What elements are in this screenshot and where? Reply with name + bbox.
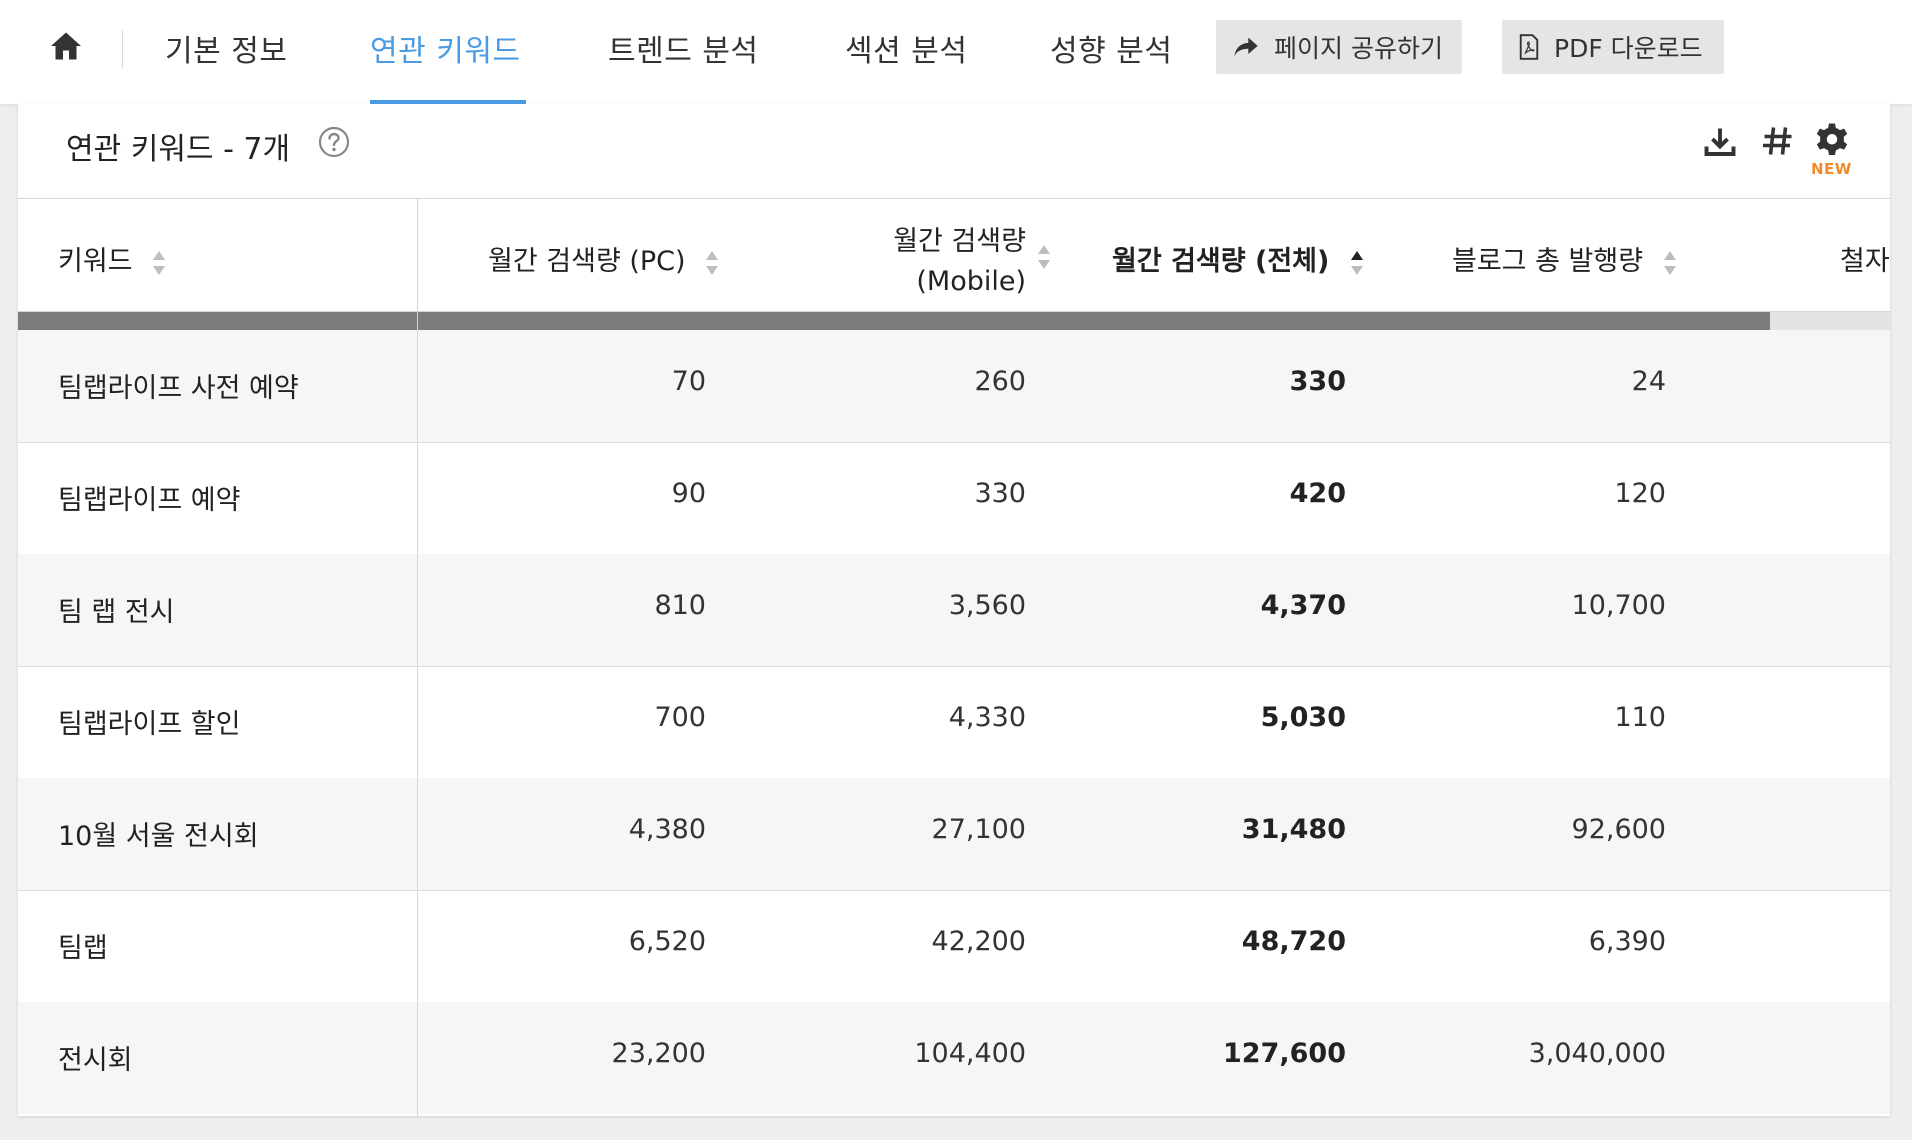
blog-cell: 24 [1631,366,1666,397]
horizontal-scrollbar[interactable] [18,312,1890,330]
pc-cell: 70 [671,366,706,397]
column-header-mobile-line1: 월간 검색량 [893,226,1026,257]
total-cell: 5,030 [1260,702,1346,733]
panel-title: 연관 키워드 - 7개 [66,132,291,167]
blog-cell: 110 [1614,702,1666,733]
table-row[interactable]: 전시회 23,200 104,400 127,600 3,040,000 [18,1002,1890,1114]
mobile-cell: 260 [974,366,1026,397]
pc-cell: 4,380 [628,814,706,845]
column-header-blog[interactable]: 블로그 총 발행량 [1452,239,1678,278]
scrollbar-thumb[interactable] [18,312,1770,330]
help-icon[interactable] [318,126,350,158]
related-keywords-panel: 연관 키워드 - 7개 NEW [18,104,1890,1116]
blog-cell: 6,390 [1588,926,1666,957]
pdf-icon [1519,34,1539,60]
mobile-cell: 104,400 [914,1038,1026,1069]
total-cell: 4,370 [1260,590,1346,621]
pc-cell: 810 [654,590,706,621]
column-header-keyword[interactable]: 키워드 [58,239,167,278]
new-badge: NEW [1811,160,1852,178]
table-row[interactable]: 팀랩라이프 예약 90 330 420 120 [18,442,1890,555]
total-cell: 127,600 [1223,1038,1346,1069]
pc-cell: 6,520 [628,926,706,957]
total-cell: 48,720 [1241,926,1346,957]
keyword-cell: 팀랩 [58,933,108,964]
mobile-cell: 4,330 [948,702,1026,733]
sort-icon[interactable] [1036,243,1052,271]
blog-cell: 3,040,000 [1528,1038,1666,1069]
blog-cell: 92,600 [1571,814,1666,845]
sort-icon [153,250,166,275]
keyword-cell: 팀랩라이프 예약 [58,485,241,516]
sort-ascending-icon [1350,250,1363,275]
sort-icon [1663,250,1676,275]
column-header-total[interactable]: 월간 검색량 (전체) [1112,239,1365,278]
column-header-cut[interactable]: 철자 [1840,246,1890,277]
blog-cell: 10,700 [1571,590,1666,621]
column-header-blog-label: 블로그 총 발행량 [1452,246,1644,277]
download-icon[interactable] [1702,124,1738,164]
tab-section-analysis[interactable]: 섹션 분석 [845,34,968,69]
column-header-total-label: 월간 검색량 (전체) [1112,246,1330,277]
pdf-download-button[interactable]: PDF 다운로드 [1502,20,1724,74]
table-row[interactable]: 팀랩라이프 할인 700 4,330 5,030 110 [18,666,1890,779]
column-header-keyword-label: 키워드 [58,246,133,277]
blog-cell: 120 [1614,478,1666,509]
column-header-mobile-line2: (Mobile) [916,266,1026,297]
keyword-cell: 팀랩라이프 사전 예약 [58,373,299,404]
nav-divider [122,30,123,68]
sort-icon [706,250,719,275]
panel-header: 연관 키워드 - 7개 NEW [18,104,1890,199]
keyword-cell: 팀 랩 전시 [58,597,175,628]
active-tab-indicator [370,100,526,104]
gear-icon[interactable] [1814,122,1850,162]
share-page-button[interactable]: 페이지 공유하기 [1216,20,1462,74]
table-row[interactable]: 팀 랩 전시 810 3,560 4,370 10,700 [18,554,1890,667]
table-header: 키워드 월간 검색량 (PC) 월간 검색량 (Mobile) 월간 검색량 (… [18,199,1890,312]
table-row[interactable]: 팀랩라이프 사전 예약 70 260 330 24 [18,330,1890,443]
keyword-cell: 팀랩라이프 할인 [58,709,241,740]
hash-icon[interactable] [1760,122,1796,164]
pc-cell: 23,200 [611,1038,706,1069]
share-button-label: 페이지 공유하기 [1274,34,1443,63]
keyword-cell: 10월 서울 전시회 [58,821,259,852]
table-row[interactable]: 팀랩 6,520 42,200 48,720 6,390 [18,890,1890,1003]
keyword-cell: 전시회 [58,1045,133,1076]
mobile-cell: 27,100 [931,814,1026,845]
mobile-cell: 3,560 [948,590,1026,621]
pdf-button-label: PDF 다운로드 [1554,34,1703,63]
tab-tendency-analysis[interactable]: 성향 분석 [1050,34,1173,69]
mobile-cell: 42,200 [931,926,1026,957]
mobile-cell: 330 [974,478,1026,509]
column-divider [417,199,418,1116]
total-cell: 31,480 [1241,814,1346,845]
total-cell: 330 [1289,366,1346,397]
home-icon[interactable] [48,28,84,64]
column-header-pc[interactable]: 월간 검색량 (PC) [488,239,720,278]
pc-cell: 90 [671,478,706,509]
table-row[interactable]: 10월 서울 전시회 4,380 27,100 31,480 92,600 [18,778,1890,891]
tab-trend-analysis[interactable]: 트렌드 분석 [608,34,759,69]
column-header-mobile[interactable]: 월간 검색량 (Mobile) [880,219,1026,297]
tab-basic-info[interactable]: 기본 정보 [165,34,288,69]
share-arrow-icon [1234,37,1258,57]
pc-cell: 700 [654,702,706,733]
tab-related-keywords[interactable]: 연관 키워드 [370,34,521,69]
top-navigation: 기본 정보 연관 키워드 트렌드 분석 섹션 분석 성향 분석 페이지 공유하기… [0,0,1912,105]
column-header-pc-label: 월간 검색량 (PC) [488,246,686,277]
total-cell: 420 [1289,478,1346,509]
